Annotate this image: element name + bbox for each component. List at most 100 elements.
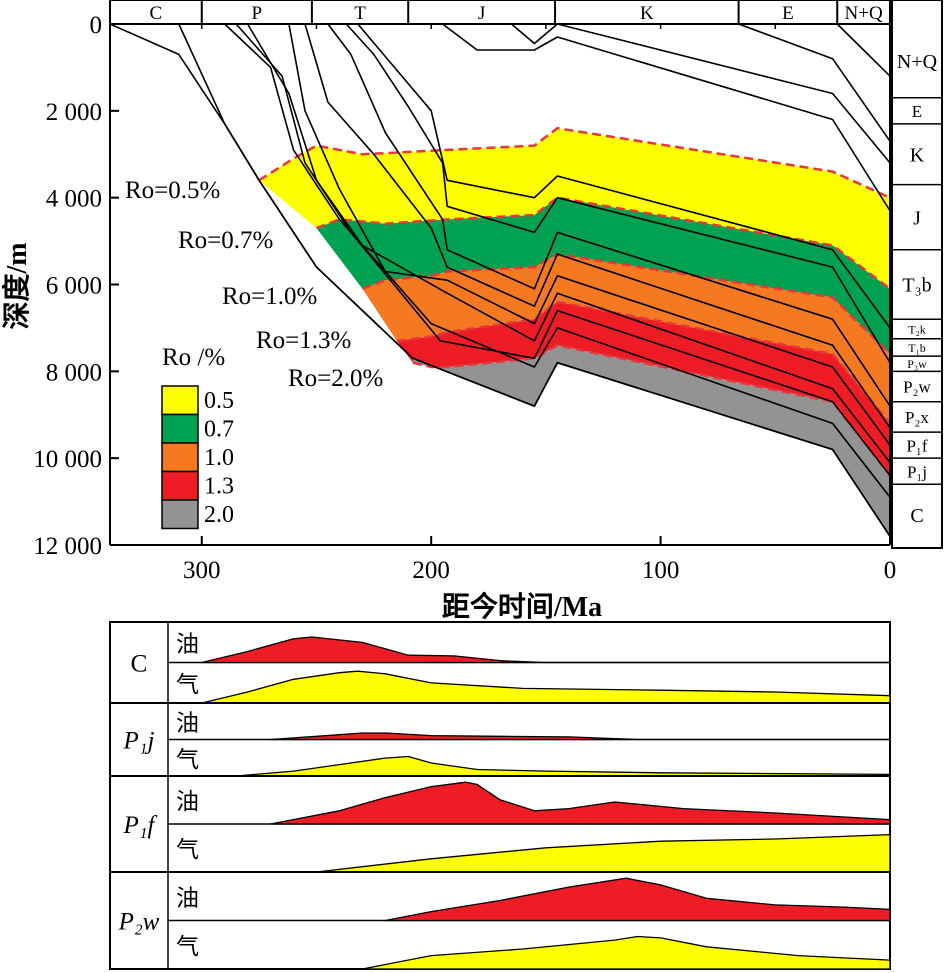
gen-formation-label: C bbox=[131, 651, 148, 678]
ro-boundary-line bbox=[258, 126, 891, 199]
burial-curve bbox=[510, 23, 558, 45]
burial-history-lines bbox=[109, 23, 891, 537]
ro-zone-07 bbox=[316, 197, 890, 354]
ro-label: Ro=2.0% bbox=[288, 365, 383, 392]
period-label-c: C bbox=[150, 3, 163, 24]
formation-label: P₂x bbox=[905, 408, 929, 427]
y-tick-label: 10 000 bbox=[33, 446, 102, 473]
y-tick-label: 6 000 bbox=[46, 273, 102, 300]
legend-label: 1.0 bbox=[204, 445, 234, 471]
oil-row-label: 油 bbox=[176, 631, 199, 656]
ro-label: Ro=1.3% bbox=[256, 327, 351, 354]
ro-legend: Ro /% 0.5 0.71.0 1.32.0 bbox=[161, 344, 234, 530]
formation-label: T₂k bbox=[908, 322, 926, 336]
formation-label: C bbox=[910, 505, 923, 527]
y-tick-label: 8 000 bbox=[46, 359, 102, 386]
ro-zone-20 bbox=[412, 345, 890, 537]
legend-swatch bbox=[161, 385, 199, 416]
oil-generation-curve bbox=[269, 781, 891, 825]
legend-swatch bbox=[161, 499, 199, 530]
legend-swatch bbox=[161, 442, 199, 473]
legend-swatch bbox=[161, 413, 199, 444]
oil-row-label: 油 bbox=[176, 789, 199, 814]
gen-formation-label: P₁j bbox=[123, 728, 155, 755]
period-label-p: P bbox=[252, 3, 263, 24]
y-tick-label: 12 000 bbox=[33, 533, 102, 560]
y-axis-label: 深度/m bbox=[1, 242, 33, 329]
gen-formation-label: P₁f bbox=[123, 812, 158, 839]
period-bar-frame bbox=[109, 0, 891, 25]
oil-generation-curve bbox=[201, 636, 891, 664]
x-tick-label: 0 bbox=[884, 557, 897, 584]
formation-label: P₂w bbox=[903, 378, 931, 397]
y-tick-label: 2 000 bbox=[46, 99, 102, 126]
burial-curve bbox=[304, 23, 891, 429]
ro-label: Ro=0.7% bbox=[178, 227, 273, 254]
oil-generation-curve bbox=[269, 732, 891, 741]
ro-zone-05 bbox=[259, 128, 891, 289]
formation-label: T₃b bbox=[902, 275, 931, 297]
legend-label: 1.3 bbox=[204, 474, 234, 500]
period-label-j: J bbox=[478, 3, 485, 24]
formation-label: T₁b bbox=[908, 341, 926, 355]
gas-row-label: 气 bbox=[176, 934, 199, 959]
legend-title: Ro /% bbox=[162, 344, 225, 371]
formation-label: P₃w bbox=[907, 357, 927, 371]
burial-curve bbox=[224, 23, 891, 498]
formation-label: E bbox=[912, 102, 922, 121]
y-tick-label: 4 000 bbox=[46, 186, 102, 213]
ro-label: Ro=0.5% bbox=[125, 177, 220, 204]
formation-column: N+Q E K J T₃b T₂k T₁b P₃w P₂w P₂x P₁f P₁j C bbox=[891, 0, 943, 549]
legend-label: 0.5 bbox=[204, 388, 234, 414]
formation-column-frame bbox=[891, 0, 943, 549]
formation-label: P₁f bbox=[906, 436, 927, 455]
period-label-t: T bbox=[354, 3, 366, 24]
period-label-nq: N+Q bbox=[845, 3, 883, 24]
x-axis-label: 距今时间/Ma bbox=[442, 590, 602, 623]
burial-curve bbox=[357, 23, 891, 329]
gas-generation-curve bbox=[235, 755, 891, 777]
legend-label: 2.0 bbox=[204, 502, 234, 528]
y-tick-label: 0 bbox=[90, 12, 103, 39]
ro-labels: Ro=0.5% Ro=0.7% Ro=1.0% Ro=1.3% Ro=2.0% bbox=[125, 177, 383, 392]
x-tick-label: 300 bbox=[183, 557, 221, 584]
gen-formation-label: P₂w bbox=[118, 909, 160, 936]
formation-label: N+Q bbox=[897, 51, 938, 73]
period-label-e: E bbox=[782, 3, 794, 24]
burial-curve bbox=[738, 23, 891, 142]
burial-curve bbox=[557, 23, 891, 164]
legend-swatch bbox=[161, 470, 199, 501]
oil-row-label: 油 bbox=[176, 885, 199, 910]
gas-row-label: 气 bbox=[176, 837, 199, 862]
burial-curve bbox=[442, 23, 891, 212]
burial-curve bbox=[327, 23, 891, 407]
x-tick-label: 100 bbox=[642, 557, 680, 584]
gas-generation-curve bbox=[201, 670, 891, 704]
formation-label: P₁j bbox=[907, 462, 927, 481]
oil-generation-curve bbox=[384, 877, 891, 922]
gas-generation-curve bbox=[315, 833, 891, 873]
period-label-k: K bbox=[640, 3, 654, 24]
burial-curve bbox=[235, 23, 891, 476]
burial-curve bbox=[178, 23, 891, 537]
ro-boundary-line bbox=[396, 300, 891, 425]
gas-generation-curve bbox=[361, 935, 891, 970]
burial-curve bbox=[345, 23, 891, 364]
x-tick-label: 200 bbox=[412, 557, 450, 584]
formation-label: J bbox=[913, 207, 921, 229]
geologic-period-bar: C P T J K E N+Q bbox=[109, 0, 891, 25]
gas-row-label: 气 bbox=[176, 672, 199, 697]
ro-boundary-line bbox=[412, 343, 891, 477]
main-plot-frame bbox=[109, 0, 891, 546]
legend-label: 0.7 bbox=[204, 417, 234, 443]
gas-row-label: 气 bbox=[176, 747, 199, 772]
burial-curve bbox=[836, 23, 891, 77]
oil-row-label: 油 bbox=[176, 710, 199, 735]
burial-curve bbox=[246, 23, 891, 463]
depth-axis: 0 2 000 4 000 6 000 8 000 10 000 12 000 bbox=[33, 12, 119, 560]
time-axis: 300 200 100 0 bbox=[183, 24, 896, 584]
formation-label: K bbox=[910, 144, 925, 166]
ro-label: Ro=1.0% bbox=[222, 283, 317, 310]
